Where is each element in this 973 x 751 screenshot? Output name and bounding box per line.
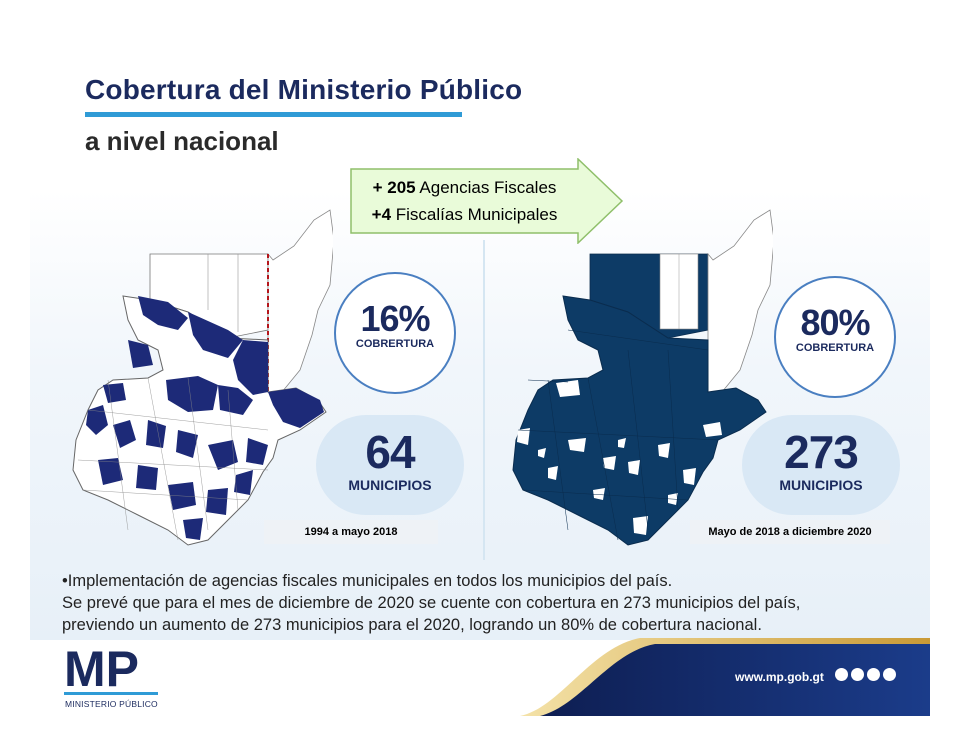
arrow-line-agencias: + 205 Agencias Fiscales <box>372 178 557 197</box>
arrow-callout-shape <box>350 158 624 244</box>
map-2018 <box>72 209 333 546</box>
page-subtitle: a nivel nacional <box>85 126 279 156</box>
body-line-1: •Implementación de agencias fiscales mun… <box>62 572 673 590</box>
instagram-icon[interactable] <box>883 668 896 681</box>
body-line-2: Se prevé que para el mes de diciembre de… <box>62 594 801 612</box>
panel-divider <box>483 240 485 560</box>
arrow-callout-text: + 205 Agencias Fiscales +4 Fiscalías Mun… <box>352 174 577 228</box>
municipios-label-2020: MUNICIPIOS <box>779 477 863 493</box>
logo-mark: MP <box>64 642 139 697</box>
municipios-number-2020: 273 <box>784 426 859 478</box>
coverage-label-2020: COBRERTURA <box>795 342 875 354</box>
facebook-icon[interactable] <box>851 668 864 681</box>
municipios-label-2018: MUNICIPIOS <box>348 477 432 493</box>
coverage-percent-2018: 16% <box>360 298 430 339</box>
title-underline <box>85 112 462 117</box>
body-text: •Implementación de agencias fiscales mun… <box>62 570 800 636</box>
twitter-icon[interactable] <box>835 668 848 681</box>
municipios-count-2018: 64 MUNICIPIOS <box>316 415 464 515</box>
period-2020: Mayo de 2018 a diciembre 2020 <box>690 520 890 544</box>
coverage-percent-2020: 80% <box>800 302 870 343</box>
municipios-number-2018: 64 <box>365 426 415 478</box>
coverage-circle-2020: 80% COBRERTURA <box>774 276 896 398</box>
mp-logo: MP <box>64 642 158 697</box>
website-url[interactable]: www.mp.gob.gt <box>735 670 824 684</box>
arrow-line-fiscalias: +4 Fiscalías Municipales <box>371 205 558 224</box>
coverage-label-2018: COBRERTURA <box>355 338 435 350</box>
youtube-icon[interactable] <box>867 668 880 681</box>
footer-band <box>520 638 930 716</box>
page-title: Cobertura del Ministerio Público <box>85 74 523 105</box>
body-line-3: previendo un aumento de 273 municipios p… <box>62 616 762 634</box>
period-2018: 1994 a mayo 2018 <box>264 520 438 544</box>
logo-caption: MINISTERIO PÚBLICO <box>65 699 158 709</box>
municipios-count-2020: 273 MUNICIPIOS <box>742 415 900 515</box>
map-2020 <box>512 209 773 546</box>
coverage-circle-2018: 16% COBRERTURA <box>334 272 456 394</box>
